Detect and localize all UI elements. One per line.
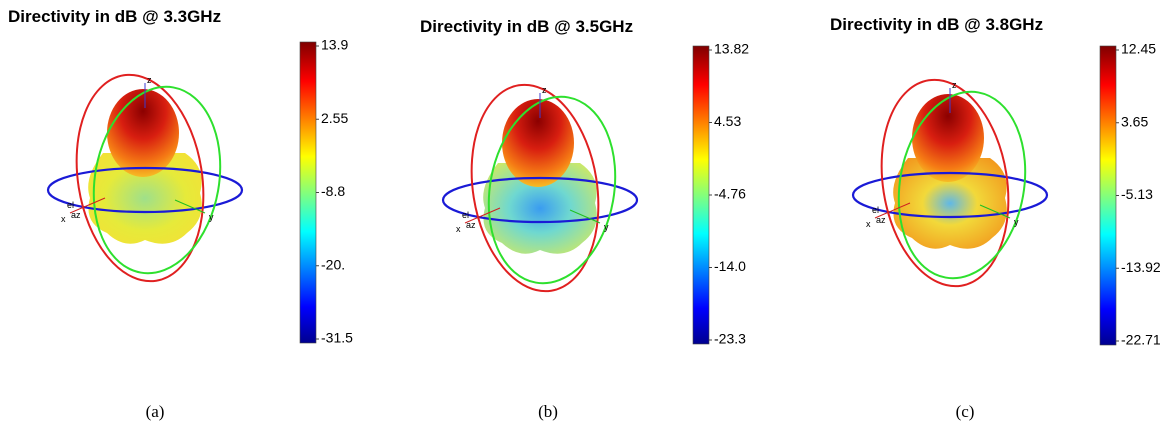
pattern-lobe [912, 94, 984, 182]
axis-x [69, 197, 106, 214]
axis-y [979, 204, 1011, 219]
axis-label: y [1014, 217, 1019, 227]
pattern-body [483, 163, 597, 254]
colorbar-tick-label: -14.0 [714, 258, 746, 274]
ring-green [897, 90, 1027, 280]
ring-green [487, 95, 617, 285]
axis-label: z [542, 85, 547, 95]
axis-label: az [71, 210, 81, 220]
axis-label: z [952, 80, 957, 90]
ring-red [470, 83, 600, 293]
panel-title: Directivity in dB @ 3.5GHz [420, 17, 633, 36]
axis-y [569, 209, 601, 224]
colorbar-tick-label: -13.92 [1121, 259, 1161, 275]
axis-label: x [456, 224, 461, 234]
colorbar-tick-label: -4.76 [714, 186, 746, 202]
ring-blue [441, 176, 639, 224]
pattern-body [88, 153, 202, 244]
axis-label: x [866, 219, 871, 229]
colorbar-tick-label: 4.53 [714, 113, 741, 129]
axis-label: y [604, 222, 609, 232]
axis-x [464, 207, 501, 224]
axis-x [874, 202, 911, 219]
axis-label: y [209, 212, 214, 222]
colorbar-tick-label: -8.8 [321, 183, 345, 199]
caption: (c) [956, 402, 975, 421]
colorbar-tick-label: -31.5 [321, 330, 353, 346]
colorbar-tick-label: -5.13 [1121, 186, 1153, 202]
colorbar [299, 41, 317, 344]
axis-label: az [466, 220, 476, 230]
ring-red [880, 78, 1010, 288]
pattern-lobe [502, 99, 574, 187]
panel-title: Directivity in dB @ 3.3GHz [8, 7, 221, 26]
axis-label: z [147, 75, 152, 85]
colorbar-tick-label: 2.55 [321, 110, 348, 126]
axis-label: el [462, 210, 469, 220]
caption: (a) [146, 402, 165, 421]
ring-green [92, 85, 222, 275]
colorbar-tick-label: -22.71 [1121, 332, 1161, 348]
axis-label: x [61, 214, 66, 224]
colorbar-tick-label: 13.9 [321, 37, 348, 53]
ring-blue [851, 171, 1049, 219]
colorbar-tick-label: 12.45 [1121, 41, 1156, 57]
caption: (b) [538, 402, 558, 421]
panel-title: Directivity in dB @ 3.8GHz [830, 15, 1043, 34]
axis-label: el [872, 205, 879, 215]
colorbar-tick-label: -23.3 [714, 331, 746, 347]
ring-red [75, 73, 205, 283]
colorbar-tick-label: 13.82 [714, 41, 749, 57]
axis-y [174, 199, 206, 214]
axis-label: az [876, 215, 886, 225]
axis-label: el [67, 200, 74, 210]
pattern-lobe [107, 89, 179, 177]
colorbar [692, 45, 710, 345]
colorbar-tick-label: -20. [321, 256, 345, 272]
colorbar-tick-label: 3.65 [1121, 113, 1148, 129]
colorbar [1099, 45, 1117, 346]
ring-blue [46, 166, 244, 214]
pattern-body [893, 158, 1007, 249]
